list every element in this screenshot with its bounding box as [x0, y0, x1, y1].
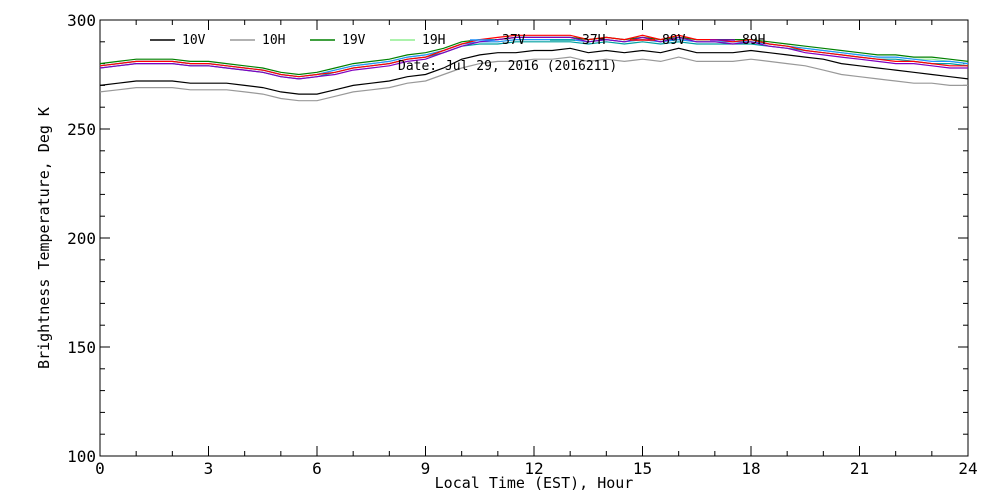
y-tick-label: 250: [67, 120, 96, 139]
y-tick-label: 200: [67, 229, 96, 248]
legend: 10V 10H 19V 19H 37V 37H 89V 89H: [150, 33, 765, 48]
x-axis-title: Local Time (EST), Hour: [435, 474, 634, 492]
legend-label-89h: 89H: [742, 33, 765, 48]
x-tick-label: 15: [633, 459, 652, 478]
legend-label-37v: 37V: [502, 33, 526, 48]
x-tick-label: 3: [204, 459, 214, 478]
plot-frame: [99, 19, 969, 457]
y-axis: 100 150 200 250 300: [67, 11, 968, 466]
x-tick-label: 9: [421, 459, 431, 478]
legend-label-19v: 19V: [342, 33, 366, 48]
y-tick-label: 150: [67, 338, 96, 357]
series-line-10v: [99, 47, 969, 95]
series-line-89h: [99, 36, 968, 80]
x-tick-label: 0: [95, 459, 105, 478]
y-tick-label: 100: [67, 447, 96, 466]
x-tick-label: 12: [524, 459, 543, 478]
series-line-10h: [99, 56, 968, 102]
date-annotation: Date: Jul 29, 2016 (2016211): [398, 59, 617, 74]
legend-label-19h: 19H: [422, 33, 445, 48]
legend-label-89v: 89V: [662, 33, 686, 48]
legend-label-37h: 37H: [582, 33, 605, 48]
legend-label-10v: 10V: [182, 33, 206, 48]
x-tick-label: 24: [958, 459, 977, 478]
series-line-89v: [99, 34, 968, 78]
x-tick-label: 6: [312, 459, 322, 478]
y-axis-title: Brightness Temperature, Deg K: [35, 107, 53, 369]
x-axis: 0 3 6 9 12 15 18 21 24: [95, 20, 978, 478]
series-lines: [99, 34, 969, 102]
legend-label-10h: 10H: [262, 33, 285, 48]
y-tick-label: 300: [67, 11, 96, 30]
x-tick-label: 18: [741, 459, 760, 478]
x-tick-label: 21: [850, 459, 869, 478]
